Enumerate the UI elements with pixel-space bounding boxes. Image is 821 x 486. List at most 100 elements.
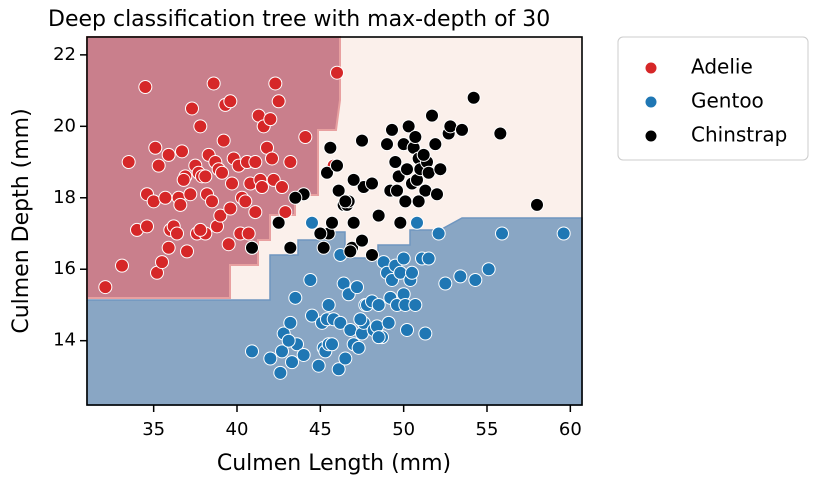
x-tick-label: 35 xyxy=(142,419,165,440)
point xyxy=(296,347,311,362)
legend-marker xyxy=(644,61,658,75)
point xyxy=(371,330,386,345)
point xyxy=(346,215,361,230)
point xyxy=(430,187,444,202)
point xyxy=(316,240,331,255)
point xyxy=(271,215,286,230)
point xyxy=(466,90,481,105)
point xyxy=(271,94,286,109)
point xyxy=(223,94,238,109)
point xyxy=(213,208,228,223)
point xyxy=(263,351,278,366)
point xyxy=(288,190,303,205)
point xyxy=(453,269,468,284)
point xyxy=(321,297,336,312)
point xyxy=(556,226,571,241)
point xyxy=(225,176,239,191)
point xyxy=(183,187,198,202)
point xyxy=(161,240,176,255)
point xyxy=(303,272,318,287)
y-tick-label: 14 xyxy=(53,330,76,351)
point xyxy=(408,297,423,312)
point xyxy=(338,351,353,366)
point xyxy=(285,355,299,370)
point xyxy=(248,155,263,170)
point xyxy=(425,108,439,123)
point xyxy=(263,112,278,127)
point xyxy=(495,226,509,241)
point xyxy=(325,215,339,230)
point xyxy=(176,172,191,187)
point xyxy=(416,147,431,162)
point xyxy=(333,315,348,330)
point xyxy=(398,194,413,209)
point xyxy=(173,197,188,212)
point xyxy=(400,322,414,337)
point xyxy=(400,162,414,177)
legend-label: Chinstrap xyxy=(691,123,787,147)
point xyxy=(331,183,346,198)
point xyxy=(330,65,344,80)
point xyxy=(421,165,436,180)
point xyxy=(198,169,213,184)
point xyxy=(431,226,446,241)
point xyxy=(121,155,136,170)
point xyxy=(151,158,166,173)
point xyxy=(275,180,289,195)
point xyxy=(428,137,443,152)
point xyxy=(455,122,469,137)
point xyxy=(281,333,296,348)
point xyxy=(393,215,408,230)
point xyxy=(365,247,379,262)
legend-label: Gentoo xyxy=(691,89,764,113)
point xyxy=(298,130,313,145)
point xyxy=(338,194,353,209)
point xyxy=(185,101,199,116)
point xyxy=(245,240,259,255)
legend-marker xyxy=(644,129,658,143)
point xyxy=(275,344,289,359)
point xyxy=(205,194,219,209)
point xyxy=(245,344,259,359)
point xyxy=(175,144,189,159)
point xyxy=(388,155,403,170)
point xyxy=(325,337,339,352)
x-tick-label: 55 xyxy=(476,419,499,440)
point xyxy=(215,165,229,180)
point xyxy=(138,80,153,95)
point xyxy=(418,326,433,341)
point xyxy=(320,165,334,180)
x-tick-label: 40 xyxy=(226,419,249,440)
point xyxy=(305,308,319,323)
point xyxy=(248,205,263,220)
point xyxy=(146,194,161,209)
point xyxy=(408,130,423,145)
point xyxy=(170,226,184,241)
y-tick-label: 22 xyxy=(53,44,76,65)
x-tick-label: 50 xyxy=(392,419,415,440)
point xyxy=(323,140,338,155)
point xyxy=(355,133,369,148)
point xyxy=(405,265,419,280)
plot-frame xyxy=(86,36,583,406)
point xyxy=(283,155,298,170)
point xyxy=(98,280,113,295)
point xyxy=(438,276,453,291)
point xyxy=(350,280,364,295)
point xyxy=(371,208,386,223)
point xyxy=(530,197,544,212)
point xyxy=(468,272,483,287)
point xyxy=(148,140,163,155)
point xyxy=(180,244,194,259)
point xyxy=(288,290,303,305)
point xyxy=(346,172,361,187)
point xyxy=(355,233,369,248)
y-tick-label: 20 xyxy=(53,115,76,136)
point xyxy=(351,340,366,355)
legend-marker xyxy=(644,95,658,109)
point xyxy=(343,322,358,337)
point xyxy=(206,76,221,91)
legend-label: Adelie xyxy=(691,55,753,79)
point xyxy=(216,133,231,148)
point xyxy=(411,194,426,209)
